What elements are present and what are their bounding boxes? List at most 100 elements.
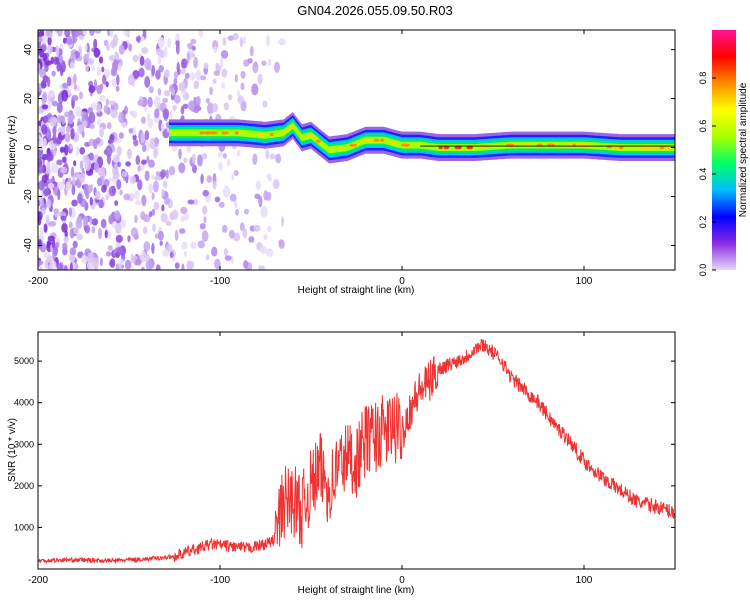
spectrogram-noise-cell	[203, 62, 209, 69]
spectrogram-noise-cell	[201, 230, 209, 242]
spectrogram-noise-cell	[222, 185, 231, 198]
spectrogram-hot-cell	[466, 146, 474, 150]
spectrogram-noise-cell	[141, 159, 147, 165]
spectrogram-noise-cell	[81, 255, 88, 264]
spectrogram-noise-cell	[188, 260, 195, 270]
spectrogram-noise-cell	[257, 73, 263, 85]
spectrogram-noise-cell	[79, 160, 84, 171]
spectrogram-noise-cell	[179, 228, 186, 234]
spectrogram-noise-cell	[87, 59, 95, 65]
spectrogram-noise-cell	[147, 112, 151, 122]
spectrogram-noise-cell	[137, 165, 141, 173]
spectrogram-noise-cell	[99, 94, 106, 102]
spectrogram-noise-cell	[202, 205, 208, 215]
spectrogram-noise-cell	[79, 147, 86, 155]
spectrogram-noise-cell	[47, 235, 55, 242]
x-tick-label: 0	[399, 575, 405, 586]
spectrogram-noise-cell	[234, 74, 238, 83]
spectrogram-noise-cell	[115, 53, 120, 61]
spectrogram-noise-cell	[71, 184, 76, 196]
spectrogram-noise-cell	[205, 97, 210, 104]
spectrogram-noise-cell	[251, 83, 259, 96]
spectrogram-noise-cell	[222, 37, 227, 46]
spectrogram-noise-cell	[141, 47, 149, 54]
spectrogram-noise-cell	[184, 72, 190, 79]
spectrogram-noise-cell	[38, 153, 42, 163]
spectrogram-noise-cell	[144, 106, 148, 113]
spectrogram-noise-cell	[154, 108, 160, 119]
spectrogram-noise-cell	[154, 136, 159, 148]
spectrogram-noise-cell	[206, 175, 212, 183]
spectrogram-noise-cell	[242, 228, 248, 239]
spectrogram-noise-cell	[56, 61, 61, 72]
spectrogram-noise-cell	[89, 216, 93, 225]
x-tick-label: -100	[210, 575, 230, 586]
spectrogram-noise-cell	[260, 265, 265, 270]
spectrogram-noise-cell	[99, 126, 104, 137]
spectrogram-noise-cell	[102, 74, 107, 85]
spectrogram-noise-cell	[69, 254, 75, 263]
spectrogram-noise-cell	[162, 108, 170, 120]
spectrogram-noise-cell	[154, 175, 162, 181]
spectrogram-noise-cell	[69, 262, 73, 270]
x-tick-label: -200	[28, 276, 48, 287]
spectrogram-noise-cell	[233, 232, 241, 242]
spectrogram-noise-cell	[41, 207, 46, 216]
spectrogram-noise-cell	[84, 224, 91, 234]
spectrogram-noise-cell	[110, 109, 118, 119]
spectrogram-hot-cell	[664, 146, 671, 150]
spectrogram-noise-cell	[70, 52, 77, 62]
spectrogram-noise-cell	[62, 82, 68, 89]
spectrogram-noise-cell	[61, 60, 66, 70]
spectrogram-noise-cell	[55, 45, 60, 57]
spectrogram-noise-cell	[68, 207, 73, 217]
spectrogram-noise-cell	[92, 257, 99, 269]
spectrogram-noise-cell	[200, 75, 207, 81]
spectrogram-noise-cell	[162, 97, 168, 103]
spectrogram-noise-cell	[148, 211, 153, 218]
spectrogram-noise-cell	[40, 198, 44, 208]
spectrogram-noise-cell	[41, 174, 49, 184]
spectrogram-noise-cell	[45, 30, 51, 37]
spectrogram-noise-cell	[59, 146, 66, 153]
spectrogram-hot-cell	[256, 133, 264, 137]
spectrogram-noise-cell	[240, 82, 245, 91]
spectrogram-noise-cell	[180, 206, 188, 214]
spectrogram-noise-cell	[63, 265, 68, 270]
spectrogram-noise-cell	[142, 144, 147, 153]
spectrogram-noise-cell	[124, 259, 132, 270]
spectrogram-noise-cell	[263, 234, 268, 240]
spectrogram-noise-cell	[195, 95, 201, 106]
spectrogram-noise-cell	[221, 82, 226, 89]
spectrogram-noise-cell	[73, 83, 77, 90]
x-tick-label: -100	[210, 276, 230, 287]
y-tick-label: -40	[23, 238, 34, 253]
spectrogram-noise-cell	[135, 155, 141, 166]
spectrogram-noise-cell	[217, 151, 223, 158]
spectrogram-noise-cell	[140, 132, 145, 144]
spectrogram-noise-cell	[96, 177, 103, 187]
spectrogram-noise-cell	[55, 136, 62, 145]
spectrogram-noise-cell	[160, 122, 165, 132]
spectrogram-noise-cell	[73, 73, 77, 85]
spectrogram-noise-cell	[89, 123, 95, 130]
spectrogram-noise-cell	[137, 99, 144, 107]
spectrogram-noise-cell	[168, 165, 176, 176]
colorbar-label: Normalized spectral amplitude	[738, 82, 749, 217]
spectrogram-noise-cell	[237, 95, 244, 104]
spectrogram-noise-cell	[113, 154, 121, 164]
spectrogram-noise-cell	[213, 70, 220, 77]
colorbar-tick-label: 0.0	[698, 264, 708, 277]
spectrogram-noise-cell	[79, 91, 83, 100]
spectrogram-noise-cell	[211, 246, 218, 257]
spectrogram-noise-cell	[186, 51, 190, 64]
spectrogram-noise-cell	[127, 235, 131, 243]
spectrogram-hot-cell	[401, 143, 411, 147]
spectrogram-noise-cell	[73, 160, 77, 167]
spectrogram-noise-cell	[151, 174, 155, 180]
spectrogram-noise-cell	[91, 226, 96, 234]
spectrogram-noise-cell	[52, 133, 57, 144]
spectrogram-noise-cell	[118, 132, 124, 139]
spectrogram-noise-cell	[105, 194, 109, 201]
spectrogram-noise-cell	[38, 41, 41, 49]
